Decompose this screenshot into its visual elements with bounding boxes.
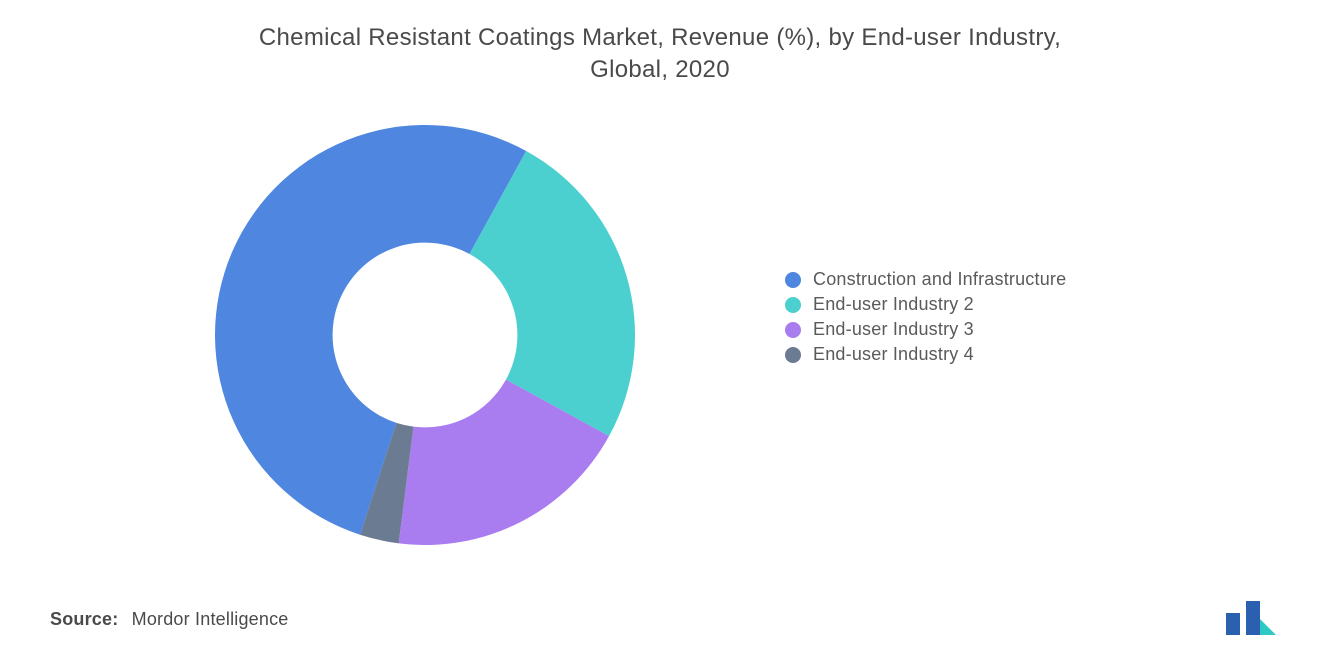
logo-accent (1260, 619, 1276, 635)
logo-bar (1246, 601, 1260, 635)
legend-swatch (785, 297, 801, 313)
legend-item: End-user Industry 4 (785, 344, 1066, 365)
chart-title-line2: Global, 2020 (590, 56, 730, 83)
source-line: Source: Mordor Intelligence (50, 609, 289, 630)
legend-label: End-user Industry 2 (813, 294, 974, 315)
chart-title-line1: Chemical Resistant Coatings Market, Reve… (259, 24, 1061, 51)
source-value: Mordor Intelligence (132, 609, 289, 629)
legend-label: End-user Industry 3 (813, 319, 974, 340)
legend-swatch (785, 347, 801, 363)
legend-item: Construction and Infrastructure (785, 269, 1066, 290)
legend-item: End-user Industry 3 (785, 319, 1066, 340)
brand-logo (1226, 595, 1278, 635)
chart-area: Construction and Infrastructure End-user … (0, 120, 1320, 560)
legend-item: End-user Industry 2 (785, 294, 1066, 315)
logo-bar (1226, 613, 1240, 635)
legend-swatch (785, 322, 801, 338)
legend-swatch (785, 272, 801, 288)
donut-chart (215, 125, 635, 545)
chart-title: Chemical Resistant Coatings Market, Reve… (0, 0, 1320, 87)
legend-label: End-user Industry 4 (813, 344, 974, 365)
legend-label: Construction and Infrastructure (813, 269, 1066, 290)
legend: Construction and Infrastructure End-user … (785, 265, 1066, 369)
source-label: Source: (50, 609, 118, 629)
